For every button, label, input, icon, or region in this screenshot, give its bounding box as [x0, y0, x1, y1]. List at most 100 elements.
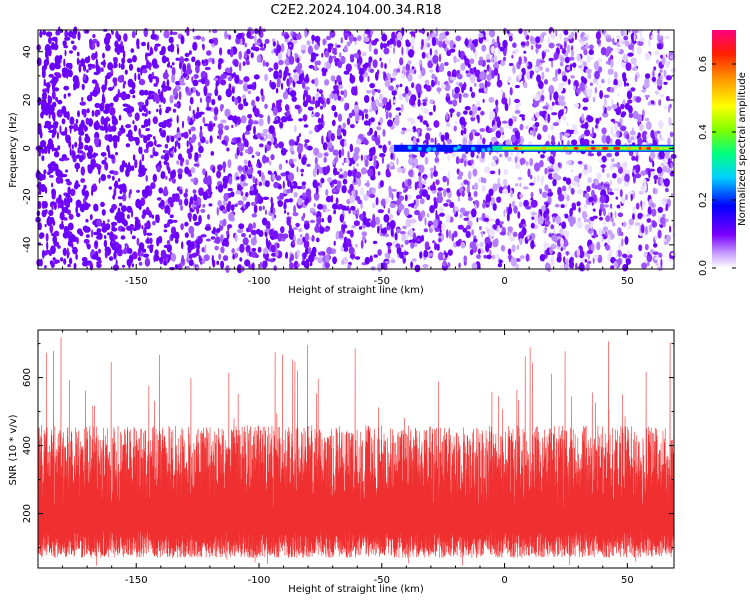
heatmap-cell	[456, 111, 461, 118]
heatmap-cell	[501, 97, 508, 105]
heatmap-cell	[380, 228, 386, 234]
heatmap-cell	[507, 206, 513, 215]
heatmap-cell	[407, 60, 412, 65]
heatmap-cell	[612, 172, 617, 179]
heatmap-cell	[286, 188, 292, 194]
heatmap-cell	[138, 242, 145, 252]
heatmap-cell	[98, 248, 101, 254]
heatmap-cell	[258, 161, 262, 169]
heatmap-cell	[665, 75, 673, 81]
heatmap-cell	[83, 64, 86, 72]
heatmap-cell	[67, 264, 71, 268]
heatmap-cell	[595, 124, 598, 129]
heatmap-cell	[484, 236, 491, 246]
heatmap-cell	[355, 112, 360, 122]
heatmap-cell	[654, 256, 659, 261]
heatmap-cell	[473, 238, 478, 243]
heatmap-cell	[422, 263, 429, 269]
heatmap-cell	[241, 233, 246, 238]
heatmap-cell	[57, 99, 63, 105]
heatmap-cell	[638, 123, 644, 132]
heatmap-cell	[453, 93, 459, 99]
heatmap-cell	[649, 151, 656, 160]
heatmap-cell	[321, 113, 324, 122]
heatmap-cell	[641, 206, 644, 210]
heatmap-cell	[511, 244, 516, 253]
heatmap-cell	[361, 51, 367, 57]
heatmap-cell	[334, 171, 340, 176]
heatmap-cell	[623, 35, 628, 41]
ridge-peak	[590, 146, 596, 150]
heatmap-cell	[492, 155, 498, 161]
heatmap-cell	[162, 97, 166, 104]
heatmap-cell	[382, 144, 387, 154]
heatmap-cell	[464, 38, 469, 47]
heatmap-cell	[51, 206, 54, 210]
heatmap-cell	[597, 66, 603, 73]
heatmap-cell	[132, 120, 135, 125]
heatmap-cell	[271, 49, 274, 54]
heatmap-cell	[560, 237, 564, 247]
heatmap-cell	[572, 62, 577, 68]
heatmap-cell	[193, 163, 200, 167]
heatmap-cell	[424, 241, 430, 249]
heatmap-cell	[76, 237, 79, 245]
heatmap-cell	[517, 176, 523, 181]
heatmap-cell	[445, 112, 449, 121]
heatmap-cell	[112, 234, 118, 240]
ridge-peak	[654, 146, 660, 150]
heatmap-cell	[133, 124, 138, 132]
heatmap-cell	[118, 92, 124, 98]
heatmap-cell	[422, 99, 428, 103]
heatmap-cell	[224, 30, 228, 40]
colorbar-gradient	[712, 30, 736, 268]
heatmap-cell	[373, 254, 378, 258]
heatmap-cell	[410, 241, 415, 249]
heatmap-cell	[121, 227, 126, 232]
heatmap-cell	[433, 120, 440, 128]
heatmap-cell	[132, 227, 137, 232]
heatmap-cell	[304, 247, 310, 255]
heatmap-cell	[587, 250, 593, 254]
heatmap-cell	[42, 91, 47, 99]
heatmap-cell	[539, 110, 543, 116]
heatmap-cell	[628, 44, 634, 50]
heatmap-cell	[314, 60, 318, 66]
heatmap-cell	[121, 57, 126, 65]
heatmap-cell	[518, 56, 522, 66]
heatmap-cell	[64, 29, 69, 39]
heatmap-cell	[460, 182, 465, 187]
heatmap-cell	[541, 87, 544, 96]
heatmap-cell	[493, 67, 499, 76]
heatmap-cell	[53, 150, 60, 158]
heatmap-cell	[278, 99, 283, 104]
heatmap-cell	[418, 172, 421, 177]
heatmap-cell	[330, 133, 335, 142]
heatmap-cell	[202, 203, 206, 208]
heatmap-cell	[384, 233, 390, 238]
heatmap-cell	[65, 62, 72, 69]
heatmap-cell	[559, 45, 563, 50]
heatmap-cell	[576, 201, 581, 207]
heatmap-cell	[287, 172, 295, 182]
heatmap-cell	[69, 147, 72, 156]
heatmap-cell	[244, 42, 247, 48]
heatmap-cell	[463, 110, 468, 115]
heatmap-cell	[440, 222, 446, 232]
heatmap-cell	[188, 50, 192, 55]
heatmap-cell	[462, 93, 469, 98]
heatmap-cell	[545, 202, 549, 208]
heatmap-cell	[614, 210, 617, 219]
heatmap-cell	[391, 31, 396, 40]
heatmap-cell	[202, 44, 205, 48]
heatmap-cell	[646, 261, 650, 266]
heatmap-cell	[47, 171, 52, 175]
heatmap-cell	[221, 139, 227, 145]
heatmap-cell	[449, 201, 455, 209]
heatmap-cell	[356, 138, 362, 145]
heatmap-cell	[125, 124, 132, 129]
heatmap-cell	[107, 62, 114, 71]
heatmap-cell	[460, 129, 464, 136]
heatmap-cell	[84, 56, 90, 64]
heatmap-cell	[647, 252, 650, 256]
